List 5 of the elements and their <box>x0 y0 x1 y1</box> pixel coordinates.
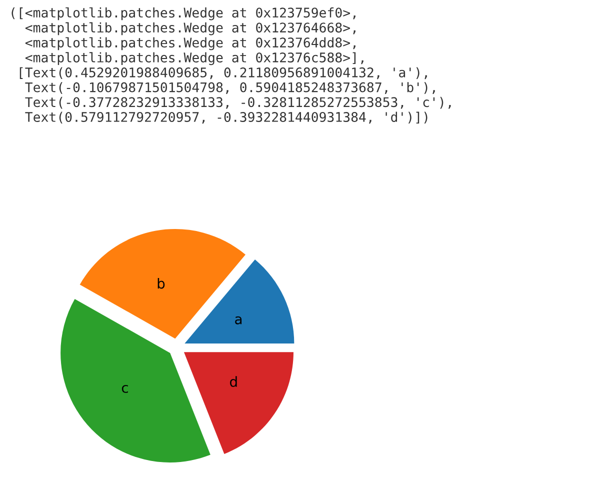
text: ([<matplotlib.patches.Wedge at 0x123759ef0>, <matplotlib.patches.Wedge at 0x123764668>, <matplotlib.patches.Wedge at 0x123764dd8>, <matplotlib.patches.Wedge at 0x12376c588>], [Text(0.4529201988409685, 0.21180956891004132, 'a'), Text(-0.10679871501504798, 0.5904185248373687, 'b'), Text(-0.37728232913338133, -0.32811285272553853, 'c'), Text(0.579112792720957, -0.3932281440931384, 'd')]) <box>12 7 451 124</box>
slice-label: b <box>158 278 165 289</box>
slice-label: d <box>230 376 237 387</box>
slice-label: a <box>235 316 242 324</box>
slice-label: c <box>122 384 128 393</box>
